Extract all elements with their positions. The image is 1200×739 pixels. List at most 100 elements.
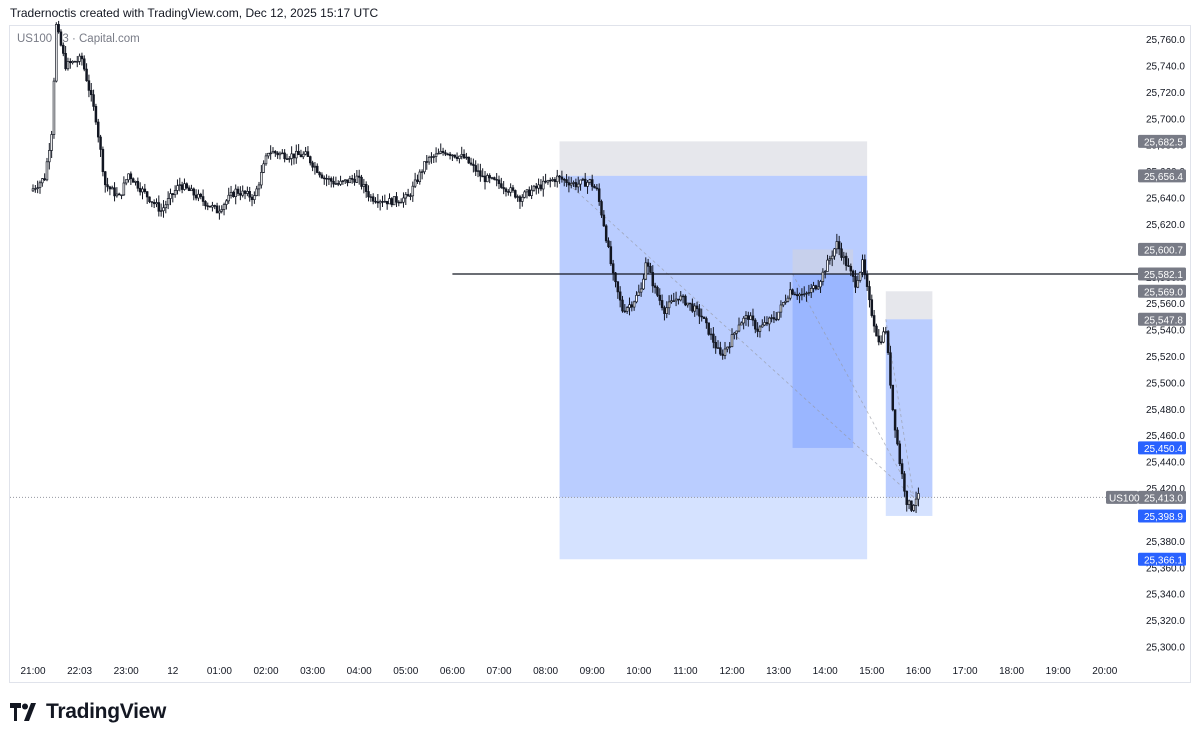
candle-body	[306, 151, 310, 157]
candle-body	[69, 61, 72, 64]
candle-body	[507, 191, 510, 193]
x-tick-label: 14:00	[813, 666, 838, 677]
x-tick-label: 03:00	[300, 666, 325, 677]
candle-body	[211, 205, 214, 208]
candle-body	[658, 294, 662, 301]
candle-body	[162, 207, 165, 212]
candle-body	[535, 185, 538, 189]
price-label-bg	[1138, 312, 1186, 326]
candle-body	[805, 292, 808, 295]
candle-body	[744, 315, 748, 319]
candle-body	[723, 348, 727, 356]
candle-body	[695, 305, 699, 310]
candle-body	[106, 184, 109, 188]
candle-body	[399, 201, 403, 204]
candle-body	[222, 204, 226, 210]
candle-body	[80, 55, 84, 60]
candle-body	[646, 262, 650, 267]
candle-body	[597, 188, 601, 202]
candle-body	[705, 318, 708, 324]
candle-body	[178, 184, 182, 186]
candle-body	[665, 307, 669, 314]
candle-body	[670, 300, 673, 303]
candle-body	[800, 293, 804, 296]
candle-body	[768, 317, 771, 325]
candle-body	[858, 272, 862, 281]
candle-body	[458, 155, 461, 159]
candle-body	[754, 319, 757, 330]
candle-body	[562, 178, 566, 181]
candle-body	[751, 315, 755, 321]
candle-body	[467, 156, 470, 164]
candle-body	[199, 193, 203, 197]
candle-body	[600, 201, 603, 216]
candle-body	[733, 332, 736, 335]
candle-body	[574, 182, 578, 188]
x-tick-label: 21:00	[20, 666, 45, 677]
price-label: 25,398.9	[1144, 512, 1183, 523]
candle-body	[134, 180, 137, 183]
candle-body	[821, 271, 825, 282]
price-label-bg	[1138, 267, 1186, 281]
candle-body	[248, 191, 251, 198]
price-label: 25,366.1	[1144, 555, 1183, 566]
y-tick-label: 25,760.0	[1146, 35, 1185, 46]
candle-body	[341, 180, 345, 182]
candle-body	[127, 173, 130, 181]
candle-body	[625, 307, 629, 312]
candle-body	[281, 152, 284, 155]
candle-body	[788, 289, 792, 299]
candle-body	[567, 182, 571, 186]
candle-body	[903, 473, 906, 492]
candle-body	[41, 178, 44, 184]
price-label: 25,582.1	[1144, 270, 1183, 281]
candle-body	[129, 173, 133, 180]
last-price-symbol: US100	[1109, 493, 1140, 504]
candle-body	[392, 196, 396, 206]
candle-body	[288, 158, 291, 160]
candle-body	[406, 194, 410, 197]
candle-body	[581, 178, 585, 181]
candle-body	[532, 185, 536, 191]
position-1-path-line	[559, 175, 915, 498]
candle-body	[353, 179, 356, 183]
candle-body	[777, 311, 780, 320]
candle-body	[371, 196, 375, 202]
candle-body	[879, 341, 883, 344]
candle-body	[555, 175, 559, 183]
candle-body	[108, 186, 112, 190]
candle-body	[544, 180, 547, 183]
candle-body	[518, 196, 522, 202]
candle-body	[124, 179, 128, 184]
candle-body	[55, 24, 58, 82]
tradingview-wordmark: TradingView	[46, 700, 167, 723]
price-label: 25,413.0	[1144, 493, 1183, 504]
candle-body	[327, 178, 331, 180]
candle-body	[96, 121, 100, 138]
candle-body	[390, 198, 394, 206]
price-label-bg	[1138, 284, 1186, 298]
candle-body	[726, 346, 729, 350]
candle-body	[628, 304, 631, 309]
candle-body	[714, 341, 717, 349]
candle-body	[621, 299, 624, 312]
candle-body	[835, 241, 839, 250]
candle-body	[786, 297, 790, 302]
y-tick-label: 25,720.0	[1146, 88, 1185, 99]
candle-body	[83, 58, 86, 70]
candle-body	[150, 201, 154, 203]
candle-body	[141, 188, 144, 193]
candle-body	[549, 179, 552, 182]
tradingview-branding[interactable]: TradingView	[10, 700, 166, 724]
candle-body	[87, 80, 91, 91]
candle-body	[565, 179, 568, 183]
candle-body	[798, 293, 801, 297]
price-labels: 25,682.5 25,656.4 25,600.7 25,582.1 25,569.0…	[1106, 134, 1186, 566]
candle-body	[679, 295, 682, 301]
x-tick-label: 11:00	[673, 666, 698, 677]
candle-body	[113, 187, 116, 197]
candle-body	[590, 179, 594, 187]
candle-body	[602, 214, 606, 227]
candle-body	[509, 187, 512, 193]
